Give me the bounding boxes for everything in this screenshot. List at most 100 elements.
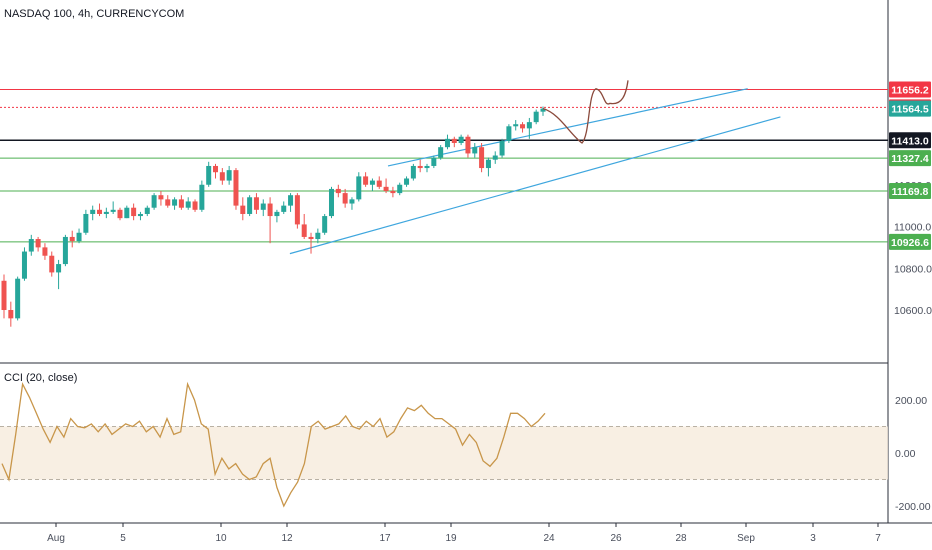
candle: [144, 205, 150, 217]
cci-line: [1, 381, 546, 508]
candle: [424, 163, 430, 173]
candle: [363, 172, 369, 187]
candle: [288, 193, 294, 212]
candle: [240, 197, 246, 221]
time-tick-7: 26: [610, 533, 622, 544]
candle: [465, 134, 471, 158]
candle: [131, 203, 137, 221]
candle: [294, 193, 300, 229]
candle: [410, 163, 416, 181]
price-tick-2: 11000.0: [894, 222, 931, 234]
candle: [69, 230, 75, 248]
candle: [90, 205, 96, 221]
cci-title: CCI (20, close): [4, 372, 77, 384]
candle: [520, 122, 526, 133]
price-tag-label-0: 11656.2: [891, 85, 929, 97]
candle: [56, 259, 62, 290]
candle: [499, 138, 505, 158]
candle: [328, 186, 334, 219]
time-axis-ticks: Aug 5 10 12 17 19 24 26 28 Sep 3 7: [47, 523, 881, 544]
price-tag-3: [889, 132, 931, 149]
price-pane: [0, 0, 888, 362]
candle: [110, 201, 116, 214]
time-tick-10: 3: [810, 533, 816, 544]
price-tag-label-2: 11564.5: [891, 104, 929, 116]
time-tick-4: 17: [379, 533, 391, 544]
time-tick-1: 5: [120, 533, 126, 544]
candle: [390, 186, 396, 198]
cci-axis-ticks: 200.00 0.00 -200.00: [895, 395, 931, 513]
candle: [83, 209, 89, 235]
candle: [247, 195, 253, 217]
candle: [185, 197, 191, 210]
price-tick-3: 10800.0: [894, 263, 932, 275]
price-tag-2: [889, 100, 931, 117]
candle: [151, 193, 157, 210]
cci-tick-0: 200.00: [895, 395, 927, 407]
candle: [28, 234, 34, 256]
candle: [444, 134, 450, 150]
candle: [458, 134, 464, 146]
candle: [42, 243, 48, 260]
candle: [281, 201, 287, 214]
candle: [315, 228, 321, 244]
candle: [199, 180, 205, 212]
candle: [533, 109, 539, 125]
candle: [76, 228, 82, 244]
candle: [485, 157, 491, 177]
candle: [526, 117, 532, 139]
candle: [62, 234, 68, 267]
candle: [540, 106, 546, 116]
candle: [253, 193, 259, 214]
candle: [383, 178, 389, 194]
candle: [233, 168, 239, 210]
candle: [479, 143, 485, 173]
time-tick-3: 12: [281, 533, 293, 544]
candle: [219, 168, 225, 185]
candle: [404, 176, 410, 187]
candle: [21, 247, 27, 281]
cci-tick-2: -200.00: [895, 501, 931, 513]
candle: [8, 301, 14, 327]
candle: [178, 195, 184, 210]
cci-tick-1: 0.00: [895, 448, 916, 460]
price-tag-0: [889, 81, 931, 98]
chart-title: NASDAQ 100, 4h, CURRENCYCOM: [4, 8, 184, 20]
price-tag-label-6: 10926.6: [891, 237, 929, 249]
candle: [124, 205, 130, 219]
price-tag-label-5: 11169.8: [892, 186, 929, 198]
candle: [137, 211, 143, 221]
candle: [301, 213, 307, 240]
candle: [335, 184, 341, 198]
candle: [451, 136, 457, 148]
candle: [472, 143, 478, 158]
candlestick-series: [1, 106, 546, 327]
time-tick-6: 24: [543, 533, 555, 544]
candle: [274, 209, 280, 223]
candle: [35, 236, 41, 252]
channel-upper-line[interactable]: [387, 88, 748, 167]
candle: [342, 188, 348, 208]
time-tick-8: 28: [675, 533, 687, 544]
candle: [1, 274, 7, 319]
candle: [49, 251, 55, 277]
candle: [417, 159, 423, 173]
candle: [431, 155, 437, 169]
price-tag-6: [889, 233, 931, 250]
time-tick-9: Sep: [737, 533, 755, 544]
candle: [213, 163, 219, 179]
candle: [192, 199, 198, 212]
price-tag-label-3: 11413.0: [891, 135, 929, 147]
candle: [308, 232, 314, 254]
price-channel[interactable]: [289, 88, 781, 255]
candle: [356, 172, 362, 202]
horizontal-levels: [0, 89, 888, 243]
time-tick-5: 19: [445, 533, 457, 544]
channel-lower-line[interactable]: [289, 116, 781, 255]
candle: [369, 178, 375, 192]
projection-path[interactable]: [542, 80, 629, 144]
candle: [15, 276, 21, 321]
price-tag-5: [889, 183, 931, 200]
cci-band: [0, 426, 888, 480]
